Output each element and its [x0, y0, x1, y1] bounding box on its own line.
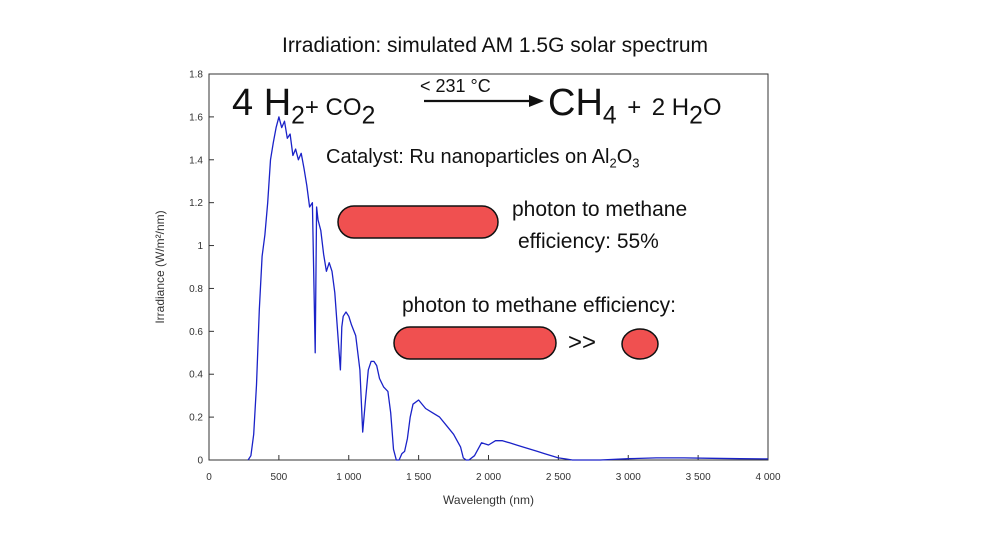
catalyst-label: Catalyst: Ru nanoparticles on Al2O3	[326, 146, 640, 171]
y-tick-label: 1.6	[189, 112, 203, 123]
efficiency-pills	[337, 95, 659, 360]
h2-subscript: 2	[291, 102, 305, 130]
h2o-subscript: 2	[689, 102, 703, 130]
y-tick-label: 1.8	[189, 70, 203, 81]
x-axis-label: Wavelength (nm)	[443, 493, 534, 507]
h2-text: 4 H	[232, 82, 292, 124]
efficiency-label-line1: photon to methane	[512, 198, 688, 221]
y-tick-label: 0.6	[189, 327, 203, 338]
h2o-o-text: O	[702, 94, 722, 121]
y-tick-label: 1.2	[189, 198, 203, 209]
y-tick-label: 0	[197, 456, 203, 467]
much-greater-sign: >>	[568, 329, 597, 356]
y-tick-label: 0.8	[189, 284, 203, 295]
oxygen-text: O	[616, 146, 633, 168]
chart-title: Irradiation: simulated AM 1.5G solar spe…	[281, 34, 708, 57]
y-tick-label: 0.4	[189, 370, 203, 381]
equation-products: CH4 + 2 H2O	[548, 82, 722, 128]
x-tick-label: 500	[271, 472, 288, 483]
al-subscript: 2	[609, 155, 617, 171]
reaction-condition: < 231 °C	[420, 76, 491, 96]
x-tick-label: 2 500	[546, 472, 571, 483]
spectrum-series-line	[247, 116, 769, 461]
x-tick-label: 1 000	[336, 472, 361, 483]
o-subscript: 3	[632, 155, 640, 171]
x-tick-label: 3 500	[686, 472, 711, 483]
x-tick-label: 1 500	[406, 472, 431, 483]
large-efficiency-pill	[337, 205, 499, 239]
y-tick-label: 1.4	[189, 155, 203, 166]
x-tick-label: 4 000	[755, 472, 780, 483]
reaction-arrowhead	[529, 95, 544, 107]
co2-text: + CO	[304, 94, 362, 121]
y-tick-label: 1	[197, 241, 203, 252]
catalyst-prefix: Catalyst: Ru nanoparticles on Al	[326, 146, 610, 168]
x-tick-label: 2 000	[476, 472, 501, 483]
x-tick-label: 3 000	[616, 472, 641, 483]
small-efficiency-pill	[393, 326, 557, 360]
co2-subscript: 2	[361, 102, 376, 130]
efficiency-label-line2: efficiency: 55%	[518, 230, 659, 253]
plus-sign: +	[627, 94, 642, 121]
chart-axes: 0 0.2 0.4 0.6 0.8 1 1.2 1.4 1.6 1.8 0 500 1 000 1 500…	[153, 70, 781, 508]
y-axis-label: Irradiance (W/m²/nm)	[153, 210, 167, 323]
equation-reactants: 4 H2+ CO2	[232, 82, 375, 128]
plot-frame	[208, 73, 769, 461]
tiny-efficiency-dot	[621, 328, 659, 360]
x-tick-label: 0	[206, 472, 212, 483]
ch4-subscript: 4	[602, 102, 617, 130]
y-tick-label: 0.2	[189, 413, 203, 424]
ch4-text: CH	[548, 82, 603, 124]
h2o-text: 2 H	[651, 94, 690, 121]
efficiency-comparison-label: photon to methane efficiency:	[402, 294, 676, 317]
